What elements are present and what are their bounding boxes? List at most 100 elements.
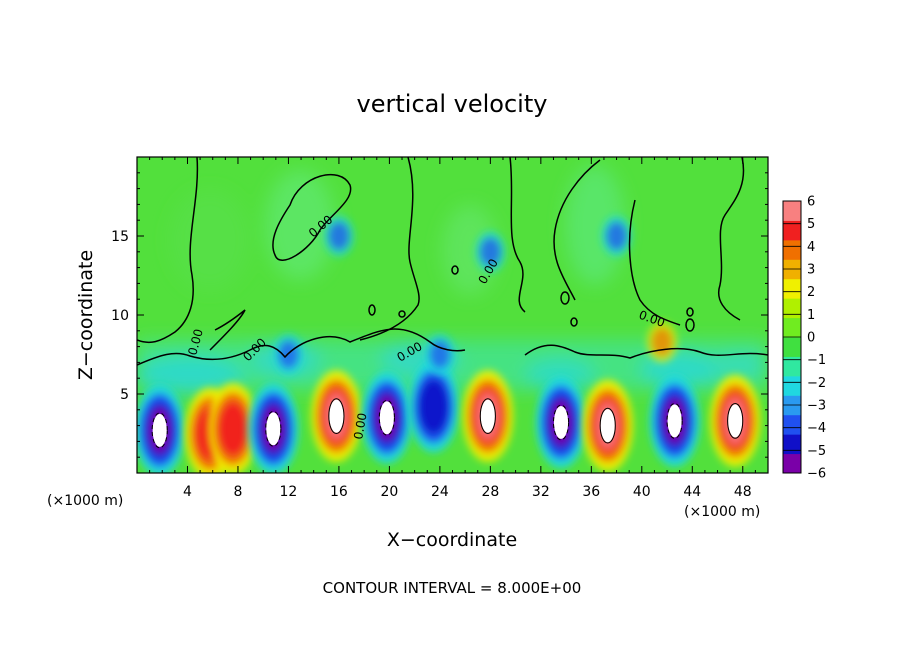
cell-layer	[328, 221, 350, 251]
cell-layer	[277, 340, 300, 369]
cell-contour	[328, 398, 345, 435]
colorbar-swatches	[783, 201, 801, 474]
cell-saturated-core	[600, 409, 615, 443]
y-tick-label: 15	[111, 229, 129, 245]
cell-layer	[651, 327, 673, 357]
updraft-cell	[207, 382, 259, 473]
upper-field	[170, 165, 625, 295]
cell-saturated-core	[667, 404, 682, 438]
cell-layer	[418, 379, 449, 435]
contour-zero	[137, 157, 199, 344]
downdraft-cell	[408, 360, 459, 453]
downdraft-cell	[323, 215, 355, 257]
contour-small	[570, 317, 578, 327]
x-tick-label: 24	[431, 484, 449, 500]
colorbar-swatch	[783, 298, 801, 319]
band-blob	[137, 355, 245, 395]
colorbar-swatch	[783, 278, 801, 299]
contour-zero	[509, 157, 526, 313]
y-ticks: 5 10 15	[111, 172, 768, 458]
cell-contour	[378, 399, 395, 436]
upper-anomaly	[170, 190, 250, 290]
contour-label: 0.00	[185, 327, 205, 356]
y-tick-label: 5	[120, 387, 129, 403]
downdraft-cell	[424, 333, 456, 376]
x-tick-label: 48	[734, 484, 752, 500]
cell-saturated-core	[728, 404, 743, 438]
contour-small	[398, 310, 406, 318]
cell-saturated-core	[152, 413, 167, 447]
downdraft-cell	[601, 215, 632, 257]
colorbar-tick-label: 5	[807, 217, 815, 232]
colorbar-tick-label: 4	[807, 240, 815, 255]
contour-zero	[359, 157, 420, 341]
colorbar-swatch	[783, 375, 801, 396]
x-axis-unit-left: (×1000 m)	[47, 493, 123, 509]
colorbar-tick-label: 0	[807, 331, 815, 346]
contour-zero	[272, 174, 352, 261]
colorbar-tick-label: −1	[807, 353, 826, 368]
contour-zero	[718, 157, 745, 321]
contour-zero	[524, 344, 768, 359]
colorbar: 6 5 4 3 2 1 0 −1 −2 −3 −4 −5 −6	[782, 195, 826, 482]
x-tick-label: 44	[683, 484, 701, 500]
x-tick-label: 28	[481, 484, 499, 500]
contour-label: 0.00	[351, 412, 369, 441]
cell-contour	[599, 407, 616, 444]
x-tick-label: 20	[380, 484, 398, 500]
colorbar-tick-label: 6	[807, 195, 815, 210]
colorbar-tick-label: 3	[807, 263, 815, 278]
contour-small	[368, 304, 376, 316]
cell-layer	[605, 221, 628, 251]
colorbar-swatch	[783, 220, 801, 241]
plot-area: 0.00 0.00 0.00 0.00 0.00 0.00 0.00 4 8 12 1…	[111, 156, 769, 500]
upper-anomaly	[265, 170, 335, 280]
y-tick-label: 10	[111, 308, 129, 324]
band-blob	[712, 353, 768, 377]
cell-saturated-core	[266, 412, 281, 446]
band-blob	[525, 359, 595, 391]
x-tick-label: 12	[280, 484, 298, 500]
colorbar-tick-label: −5	[807, 444, 826, 459]
x-tick-label: 4	[183, 484, 192, 500]
contours	[137, 157, 768, 366]
colorbar-swatch	[783, 337, 801, 357]
colorbar-tick-label: 1	[807, 308, 815, 323]
contour-small	[451, 265, 459, 275]
colorbar-swatch	[783, 239, 801, 260]
cell-layer	[429, 340, 451, 369]
x-tick-label: 32	[532, 484, 550, 500]
cell-contour	[552, 404, 570, 441]
cell-contour	[479, 398, 496, 435]
colorbar-tick-label: −6	[807, 467, 826, 482]
contour-small	[685, 318, 695, 332]
x-axis-label: X−coordinate	[387, 529, 517, 551]
cell-contour	[151, 412, 168, 449]
colorbar-swatch	[783, 414, 801, 435]
contour-zero	[137, 328, 466, 366]
cell-saturated-core	[379, 401, 394, 435]
y-axis-label: Z−coordinate	[75, 250, 97, 380]
cell-contour	[265, 410, 282, 447]
x-tick-label: 16	[330, 484, 348, 500]
colorbar-tick-label: −2	[807, 376, 826, 391]
colorbar-swatch	[783, 453, 801, 474]
cell-contour	[727, 402, 744, 439]
downdraft-cell	[273, 333, 304, 376]
cell-layer	[217, 401, 249, 457]
colorbar-ticks: 6 5 4 3 2 1 0 −1 −2 −3 −4 −5 −6	[783, 195, 826, 482]
contour-zero	[553, 159, 601, 301]
cell-saturated-core	[480, 399, 495, 433]
cell-saturated-core	[329, 399, 344, 433]
colorbar-tick-label: 2	[807, 285, 815, 300]
colorbar-swatch	[783, 317, 801, 338]
contour-small	[686, 307, 694, 317]
cell-contour	[666, 402, 683, 439]
chart-title: vertical velocity	[357, 90, 548, 118]
x-ticks: 4 8 12 16 20 24 28 32 36 40 44 48	[149, 157, 756, 500]
colorbar-tick-label: −3	[807, 399, 826, 414]
contour-zero	[628, 199, 681, 326]
x-tick-label: 8	[233, 484, 242, 500]
downdraft-cell	[475, 231, 506, 273]
